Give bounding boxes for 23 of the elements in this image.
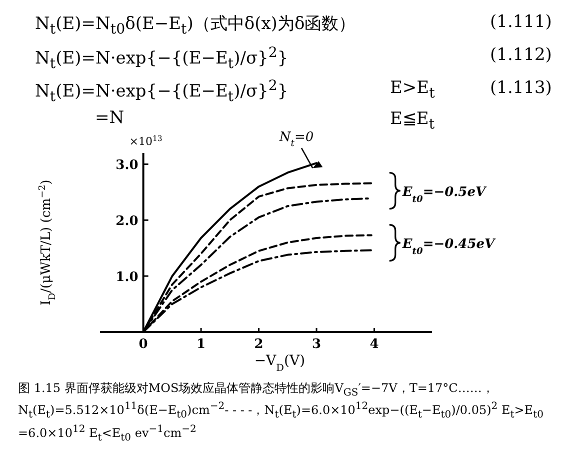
x-tick-label: 4 <box>370 337 379 352</box>
text: (1.112) <box>490 45 552 65</box>
x-tick-label: 2 <box>254 337 264 352</box>
series-label: N$_{t}$=0 <box>278 130 314 150</box>
text: (1.113) <box>490 78 552 98</box>
text: N$_{t}$(E)=N$_{t0}$δ(E−E$_{t}$)（式中δ(x)为δ函数） <box>35 13 356 38</box>
x-tick-label: 3 <box>312 337 322 352</box>
annotation: E$_{t0}$=−0.45eV <box>401 236 497 256</box>
chart-title: 图 1.15 界面俘获能级对MOS场效应晶体管静态特性的影响V$_{GS}$′=−7V，T=17°C……，N$_{t}$(E$_{t}$)=5.512×10$^{11}$δ(E−E$_{t0}$)cm$^{−2}$- - - -，N$_{t}$(E$_{t}$)=6.0×10$^{12}$exp−((E$_{t}$−E$_{t0}$)/0.05)$^{2}$ E$_{t}$>E$_{t0}$ =6.0×10$^{12}$ E$_{t}$<E$_{t0}$ ev$^{−1}$cm$^{−2}$ <box>18 381 544 444</box>
text: E≦E$_{t}$ <box>390 108 435 132</box>
y-tick-label: 1.0 <box>116 270 138 286</box>
text: ×10$^{13}$ <box>129 134 162 148</box>
x-tick-label: 0 <box>138 337 148 352</box>
y-tick-label: 3.0 <box>116 158 138 174</box>
text: =N <box>95 108 124 128</box>
annotation: E$_{t0}$=−0.5eV <box>401 184 488 204</box>
x-tick-label: 1 <box>196 337 206 352</box>
text: E>E$_{t}$ <box>390 78 435 102</box>
x-axis-title: −V$_{D}$(V) <box>254 353 306 374</box>
text: (1.111) <box>490 12 552 32</box>
text: N$_{t}$(E)=N·exp{−{(E−E$_{t}$)/σ}$^{2}$} <box>35 45 288 72</box>
text: N$_{t}$(E)=N·exp{−{(E−E$_{t}$)/σ}$^{2}$} <box>35 78 288 106</box>
y-tick-label: 2.0 <box>116 214 138 230</box>
